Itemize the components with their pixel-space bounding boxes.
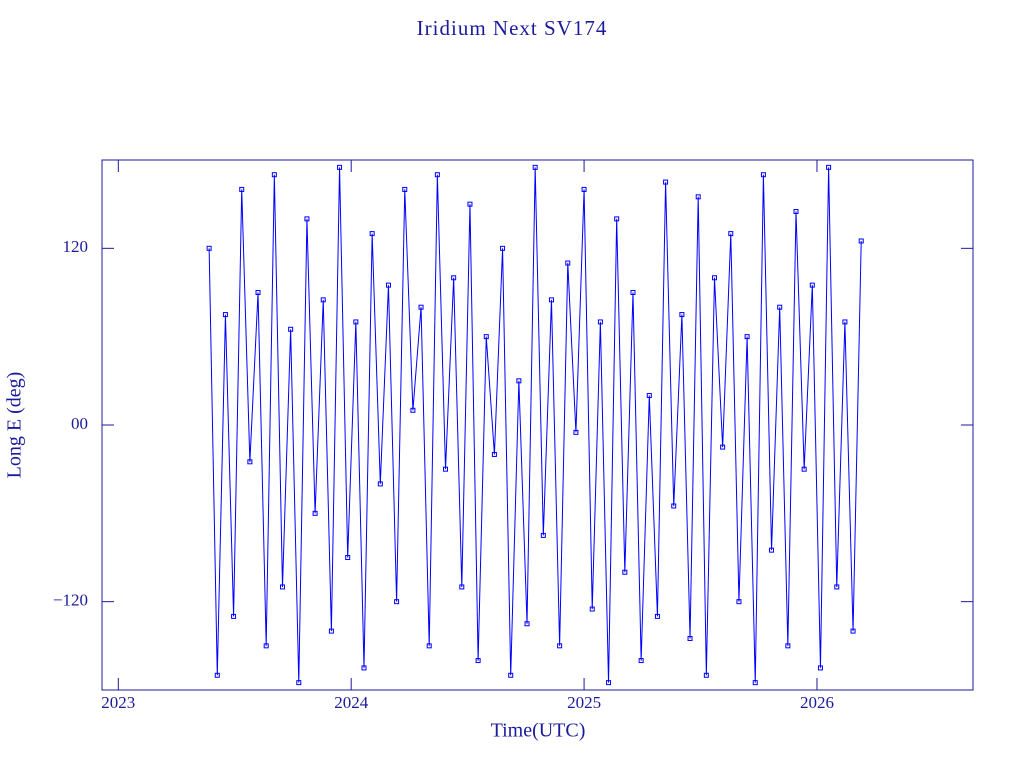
data-point [589,606,595,612]
data-point [638,658,644,664]
data-point [377,481,383,487]
data-point [654,613,660,619]
data-point [426,643,432,649]
data-point [548,297,554,303]
data-point [279,584,285,590]
data-point [451,275,457,281]
data-point [214,672,220,678]
data-point [687,635,693,641]
y-axis-label: Long E (deg) [4,372,26,479]
data-point [328,628,334,634]
data-point [271,172,277,178]
data-point [785,643,791,649]
data-point [255,290,261,295]
data-point [557,643,563,649]
x-tick-label: 2024 [334,693,369,712]
data-point [663,179,669,185]
data-point [361,665,367,671]
data-point [434,172,440,178]
data-point [777,304,783,310]
data-point [443,466,449,472]
data-point [573,429,579,435]
data-point [736,599,742,605]
data-point [752,680,758,686]
data-point [410,407,416,413]
data-point [834,584,840,590]
data-point [524,621,530,627]
data-point [459,584,465,590]
data-point [769,547,775,553]
data-point [418,304,424,310]
data-point [483,334,489,340]
data-point [500,245,506,251]
data-point [247,459,253,465]
data-point [597,319,603,325]
data-point [475,658,481,664]
data-point [760,172,766,178]
data-point [369,231,375,237]
data-point [222,312,228,318]
y-tick-label: −120 [53,591,88,610]
data-point [858,238,864,244]
data-point [206,245,212,251]
data-line [208,167,862,683]
y-tick-label: 00 [71,414,88,433]
data-point [850,628,856,634]
data-point [540,532,546,538]
data-point [801,466,807,472]
data-point [826,164,832,170]
data-point [394,599,400,605]
data-point [646,393,652,399]
data-point [581,186,587,192]
data-point [565,260,571,266]
data-point [695,194,701,200]
data-point [467,201,473,207]
data-point [508,672,514,678]
data-point [606,680,612,686]
x-tick-label: 2026 [800,693,834,712]
data-point [491,451,497,457]
data-point [703,672,709,678]
data-point [312,510,318,516]
chart-title: Iridium Next SV174 [417,16,608,40]
data-point [345,555,351,560]
data-point [320,297,326,303]
data-point [231,613,237,619]
data-point [720,444,726,450]
data-point [630,290,636,295]
x-tick-label: 2025 [567,693,601,712]
x-axis-label: Time(UTC) [491,720,586,742]
data-point [353,319,359,325]
data-point [744,334,750,340]
data-point [622,569,628,575]
data-point [817,665,823,671]
data-point [809,282,815,288]
data-point [296,680,302,686]
plot-frame [101,159,974,691]
data-point [793,209,799,215]
data-point [614,216,620,222]
data-point [671,503,677,509]
data-point [516,378,522,384]
x-tick-label: 2023 [101,693,135,712]
data-point [711,275,717,281]
data-point [728,231,734,237]
data-point [385,282,391,288]
data-point [842,319,848,325]
data-point [304,216,310,222]
data-point [679,312,685,318]
data-point [263,643,269,649]
data-point [532,164,538,170]
plot-area [206,164,864,686]
data-point [402,186,408,192]
y-tick-label: 120 [63,237,89,256]
data-point [239,186,245,192]
data-point [288,326,294,332]
data-point [337,164,343,170]
